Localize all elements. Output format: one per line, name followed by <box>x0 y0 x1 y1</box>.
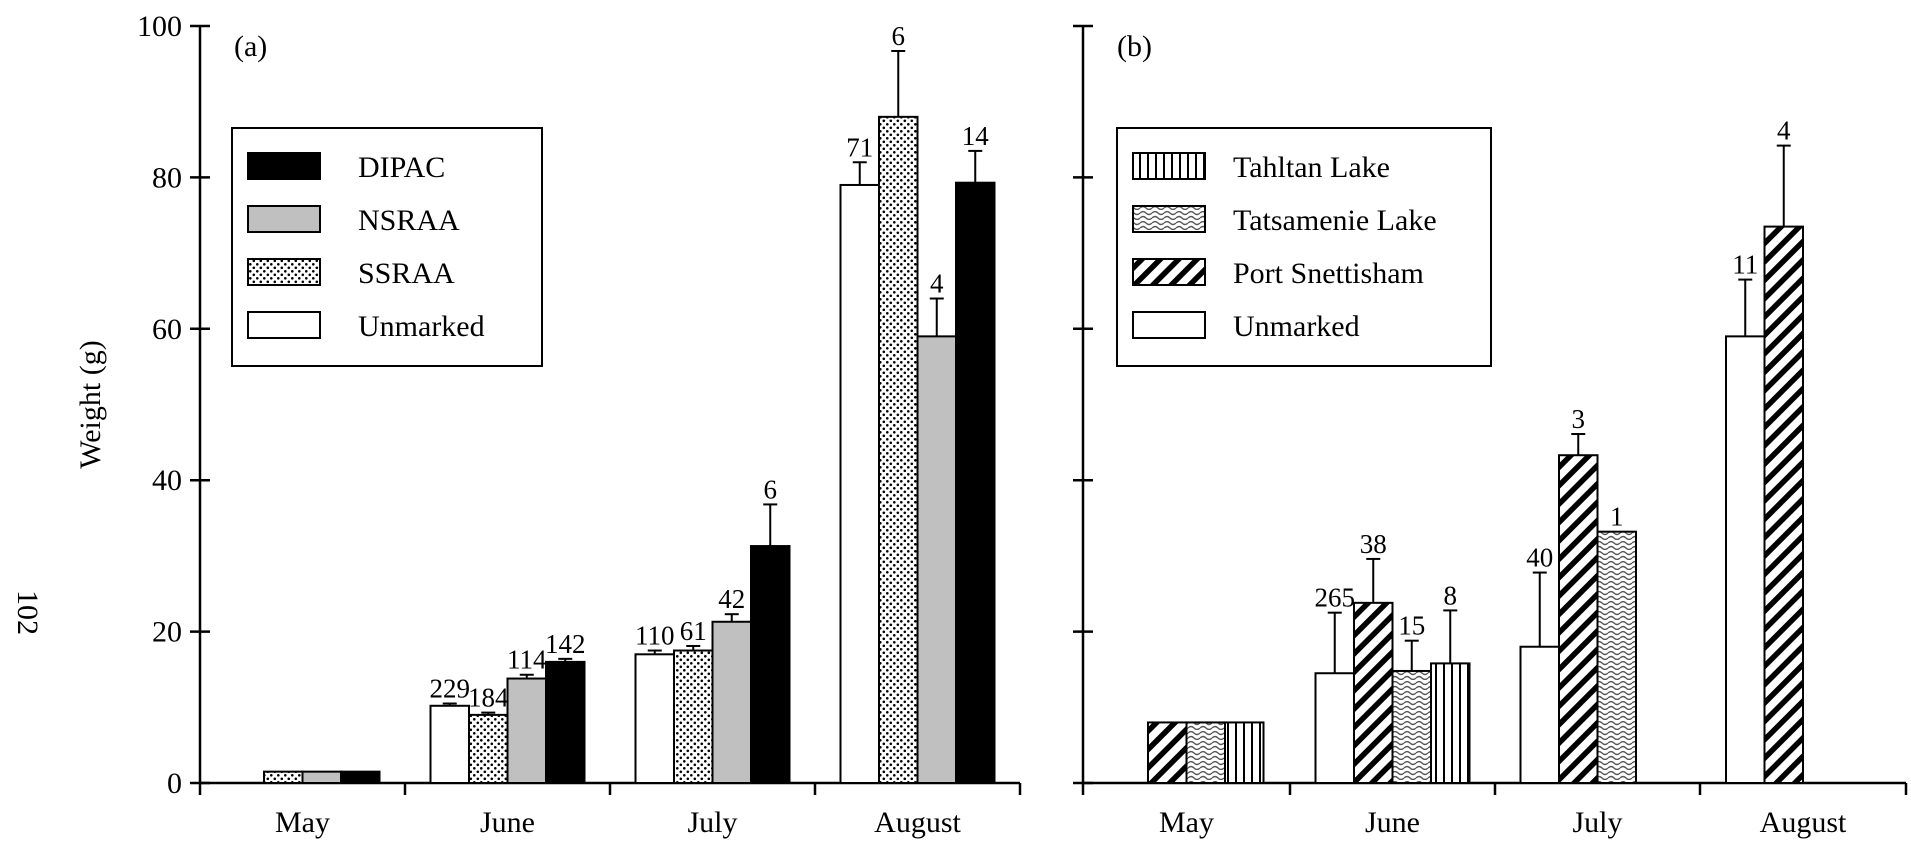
sample-size-label: 1 <box>1610 502 1624 532</box>
y-tick-label: 100 <box>137 10 182 43</box>
bar <box>634 653 675 784</box>
x-category-label: June <box>480 806 535 839</box>
legend-label: Tatsamenie Lake <box>1233 204 1437 237</box>
bar <box>1430 662 1471 784</box>
bar <box>545 660 586 785</box>
legend-swatch <box>1132 258 1206 286</box>
x-category-label: June <box>1365 806 1420 839</box>
x-category-label: August <box>1760 806 1847 839</box>
bar <box>750 545 791 785</box>
bar <box>263 770 304 785</box>
sample-size-label: 114 <box>507 645 547 675</box>
bar <box>673 649 714 785</box>
bar <box>1519 645 1560 784</box>
legend-swatch <box>1132 205 1206 233</box>
bar <box>1725 335 1766 784</box>
legend-swatch <box>1132 311 1206 339</box>
bar <box>1314 672 1355 784</box>
x-category-label: July <box>687 806 737 839</box>
bar <box>839 183 880 785</box>
y-tick-label: 80 <box>152 161 182 194</box>
bar <box>1558 454 1599 784</box>
x-category-label: August <box>874 806 961 839</box>
legend-label: Tahltan Lake <box>1233 151 1390 184</box>
sample-size-label: 6 <box>764 474 778 504</box>
legend-swatch <box>1132 152 1206 180</box>
sample-size-label: 42 <box>718 584 745 614</box>
bar <box>916 335 957 784</box>
bar <box>506 677 547 784</box>
x-category-label: July <box>1572 806 1622 839</box>
bar <box>1763 225 1804 785</box>
legend-swatch <box>247 205 321 233</box>
sample-size-label: 4 <box>930 269 944 299</box>
sample-size-label: 8 <box>1444 580 1458 610</box>
bar <box>1596 530 1637 785</box>
sample-size-label: 4 <box>1777 116 1791 146</box>
y-tick-label: 20 <box>152 616 182 649</box>
bar <box>301 770 342 785</box>
x-category-label: May <box>275 806 330 839</box>
sample-size-label: 40 <box>1526 543 1553 573</box>
legend-label: Port Snettisham <box>1233 257 1424 290</box>
y-tick-label: 0 <box>167 767 182 800</box>
bar <box>468 713 509 784</box>
y-tick-label: 40 <box>152 464 182 497</box>
sample-size-label: 265 <box>1315 583 1356 613</box>
bar <box>1147 721 1188 785</box>
sample-size-label: 184 <box>468 683 509 713</box>
sample-size-label: 142 <box>545 629 586 659</box>
x-category-label: May <box>1159 806 1214 839</box>
legend-swatch <box>247 152 321 180</box>
bar <box>1185 721 1226 785</box>
bar <box>955 181 996 785</box>
legend-label: Unmarked <box>1233 310 1360 343</box>
sample-size-label: 3 <box>1572 404 1586 434</box>
legend-swatch <box>247 258 321 286</box>
legend-swatch <box>247 311 321 339</box>
bar <box>1391 669 1432 784</box>
sample-size-label: 61 <box>680 616 707 646</box>
page-number: 102 <box>11 590 44 635</box>
panel-a: 0 20 40 60 80 100 May June July August Weight (g) (… <box>74 10 1022 839</box>
sample-size-label: 14 <box>962 121 990 151</box>
legend-label: DIPAC <box>358 151 445 184</box>
bar <box>429 704 470 785</box>
sample-size-label: 6 <box>892 21 906 51</box>
sample-size-label: 110 <box>635 621 675 651</box>
sample-size-label: 229 <box>430 674 471 704</box>
legend-label: SSRAA <box>358 257 455 290</box>
sample-size-label: 15 <box>1398 611 1425 641</box>
sample-size-label: 11 <box>1732 250 1758 280</box>
y-axis-label: Weight (g) <box>74 340 107 468</box>
bar <box>340 770 381 785</box>
panel-b: May June July August(b)265381584031114Tahlt… <box>1073 24 1908 839</box>
y-tick-label: 60 <box>152 313 182 346</box>
sample-size-label: 71 <box>846 132 873 162</box>
bar <box>878 115 919 784</box>
panel-label: (a) <box>234 30 267 63</box>
sample-size-label: 38 <box>1360 529 1387 559</box>
panel-label: (b) <box>1117 30 1152 63</box>
legend-label: NSRAA <box>358 204 460 237</box>
bar <box>1353 601 1394 784</box>
bar <box>711 620 752 784</box>
legend-label: Unmarked <box>358 310 485 343</box>
bar <box>1224 721 1265 785</box>
